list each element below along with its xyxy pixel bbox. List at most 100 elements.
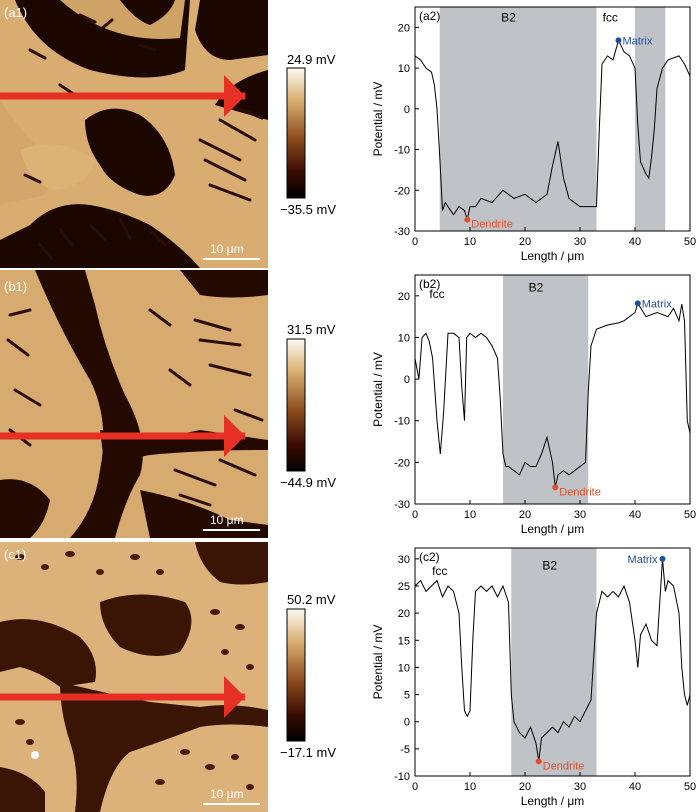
series-line-p2-0 xyxy=(414,558,691,762)
y-tick-label-p2-0: -10 xyxy=(394,771,410,783)
y-tick-label-p2-8: 30 xyxy=(398,554,410,566)
colorbar-min-a1: −35.5 mV xyxy=(280,202,336,217)
marker-label-p2-0: Matrix xyxy=(628,554,658,566)
region-label-p2-0: fcc xyxy=(432,564,447,578)
panel-label-p1: (b2) xyxy=(419,277,440,291)
y-axis-label-p1: Potential / mV xyxy=(371,352,385,427)
colorbar-min-c1: −17.1 mV xyxy=(280,745,336,760)
panel-label-p0: (a2) xyxy=(419,9,440,23)
colorbars: 24.9 mV −35.5 mV 31.5 mV −44.9 mV 50.2 m… xyxy=(280,52,336,760)
x-tick-label-p2-4: 40 xyxy=(629,781,641,793)
y-tick-label-p1-5: 20 xyxy=(398,291,410,303)
shaded-region-p0-1 xyxy=(635,7,666,231)
y-tick-label-p2-7: 25 xyxy=(398,581,410,593)
y-tick-label-p2-2: 0 xyxy=(404,717,410,729)
x-tick-label-p2-3: 30 xyxy=(574,781,586,793)
profile-plot-a2: 0 10 20 30 40 50 -30 -20 -10 0 10 20 Length / μm Pote… xyxy=(370,0,700,268)
region-label-p2-1: B2 xyxy=(542,559,557,573)
y-tick-label-p0-3: 0 xyxy=(404,104,410,116)
scalebar-label-c1: 10 μm xyxy=(210,787,244,801)
y-tick-label-p2-6: 20 xyxy=(398,608,410,620)
marker-label-p0-0: Matrix xyxy=(623,35,653,47)
map-label-a1: (a1) xyxy=(4,5,27,20)
marker-point-p0-0 xyxy=(615,37,622,44)
plot-frame-p1 xyxy=(414,274,691,505)
colorbar-min-b1: −44.9 mV xyxy=(280,475,336,490)
series-line-p1-0 xyxy=(414,302,691,488)
profile-plot-c2: 0 10 20 30 40 50 -10 -5 0 5 10 15 20 25 30 Length / μm P… xyxy=(370,540,700,812)
marker-point-p2-1 xyxy=(535,758,542,765)
marker-point-p2-0 xyxy=(659,555,666,562)
shaded-region-p1-0 xyxy=(503,275,589,504)
panel-label-p2: (c2) xyxy=(419,550,440,564)
y-tick-label-p0-5: 20 xyxy=(398,22,410,34)
y-tick-label-p0-1: -20 xyxy=(394,185,410,197)
shaded-region-p0-0 xyxy=(439,7,597,231)
y-tick-label-p1-4: 10 xyxy=(398,332,410,344)
marker-label-p0-1: Dendrite xyxy=(471,219,513,231)
x-tick-label-p1-1: 10 xyxy=(464,509,476,521)
marker-point-p0-1 xyxy=(464,216,471,223)
y-tick-label-p2-5: 15 xyxy=(398,635,410,647)
y-tick-label-p1-0: -30 xyxy=(394,499,410,511)
shaded-region-p2-0 xyxy=(511,548,597,776)
x-tick-label-p2-5: 50 xyxy=(684,781,696,793)
x-tick-label-p2-0: 0 xyxy=(412,781,418,793)
region-label-p1-1: B2 xyxy=(529,281,544,295)
x-tick-label-p1-4: 40 xyxy=(629,509,641,521)
x-tick-label-p2-2: 20 xyxy=(519,781,531,793)
x-tick-label-p1-5: 50 xyxy=(684,509,696,521)
region-label-p1-0: fcc xyxy=(429,287,444,301)
colorbar-b1 xyxy=(286,338,306,472)
map-overlays: (a1) (b1) (c1) 10 μm 10 μm 10 μm xyxy=(0,5,260,805)
y-tick-label-p1-1: -20 xyxy=(394,457,410,469)
x-tick-label-p0-0: 0 xyxy=(412,236,418,248)
x-tick-label-p0-2: 20 xyxy=(519,236,531,248)
plot-frame-p0 xyxy=(414,6,691,232)
y-tick-label-p0-2: -10 xyxy=(394,145,410,157)
marker-point-p1-1 xyxy=(552,484,559,491)
scalebar-label-a1: 10 μm xyxy=(210,242,244,256)
colorbar-c1 xyxy=(286,608,306,742)
colorbar-max-b1: 31.5 mV xyxy=(287,322,336,337)
x-tick-label-p0-1: 10 xyxy=(464,236,476,248)
x-tick-label-p0-3: 30 xyxy=(574,236,586,248)
y-tick-label-p1-3: 0 xyxy=(404,374,410,386)
y-tick-label-p2-3: 5 xyxy=(404,690,410,702)
x-axis-label-p0: Length / μm xyxy=(521,249,585,263)
x-tick-label-p0-5: 50 xyxy=(684,236,696,248)
y-tick-label-p0-0: -30 xyxy=(394,226,410,238)
x-axis-label-p2: Length / μm xyxy=(521,794,585,808)
x-tick-label-p1-0: 0 xyxy=(412,509,418,521)
x-axis-label-p1: Length / μm xyxy=(521,522,585,536)
colorbar-max-a1: 24.9 mV xyxy=(287,52,336,67)
plot-frame-p2 xyxy=(414,547,691,777)
x-tick-label-p2-1: 10 xyxy=(464,781,476,793)
marker-label-p1-0: Matrix xyxy=(642,298,672,310)
map-label-b1: (b1) xyxy=(4,279,27,294)
y-axis-label-p0: Potential / mV xyxy=(371,82,385,157)
x-tick-label-p1-3: 30 xyxy=(574,509,586,521)
colorbar-a1 xyxy=(286,67,306,199)
potential-map-c1 xyxy=(0,542,268,812)
marker-label-p1-1: Dendrite xyxy=(559,486,601,498)
potential-map-c1-image xyxy=(0,542,268,812)
potential-map-a1-image xyxy=(0,0,268,268)
marker-label-p2-1: Dendrite xyxy=(543,760,585,772)
region-label-p0-1: fcc xyxy=(603,10,618,24)
y-axis-label-p2: Potential / mV xyxy=(371,625,385,700)
y-tick-label-p0-4: 10 xyxy=(398,63,410,75)
profile-plot-b2: 0 10 20 30 40 50 -30 -20 -10 0 10 20 Length / μm Pote… xyxy=(370,268,700,540)
region-label-p0-0: B2 xyxy=(501,10,516,24)
y-tick-label-p2-4: 10 xyxy=(398,662,410,674)
series-line-p0-0 xyxy=(414,38,691,222)
marker-point-p1-0 xyxy=(634,300,641,307)
potential-map-a1 xyxy=(0,0,268,268)
potential-map-b1 xyxy=(0,270,268,538)
y-tick-label-p2-1: -5 xyxy=(400,744,410,756)
x-tick-label-p1-2: 20 xyxy=(519,509,531,521)
potential-map-b1-image xyxy=(0,270,268,538)
